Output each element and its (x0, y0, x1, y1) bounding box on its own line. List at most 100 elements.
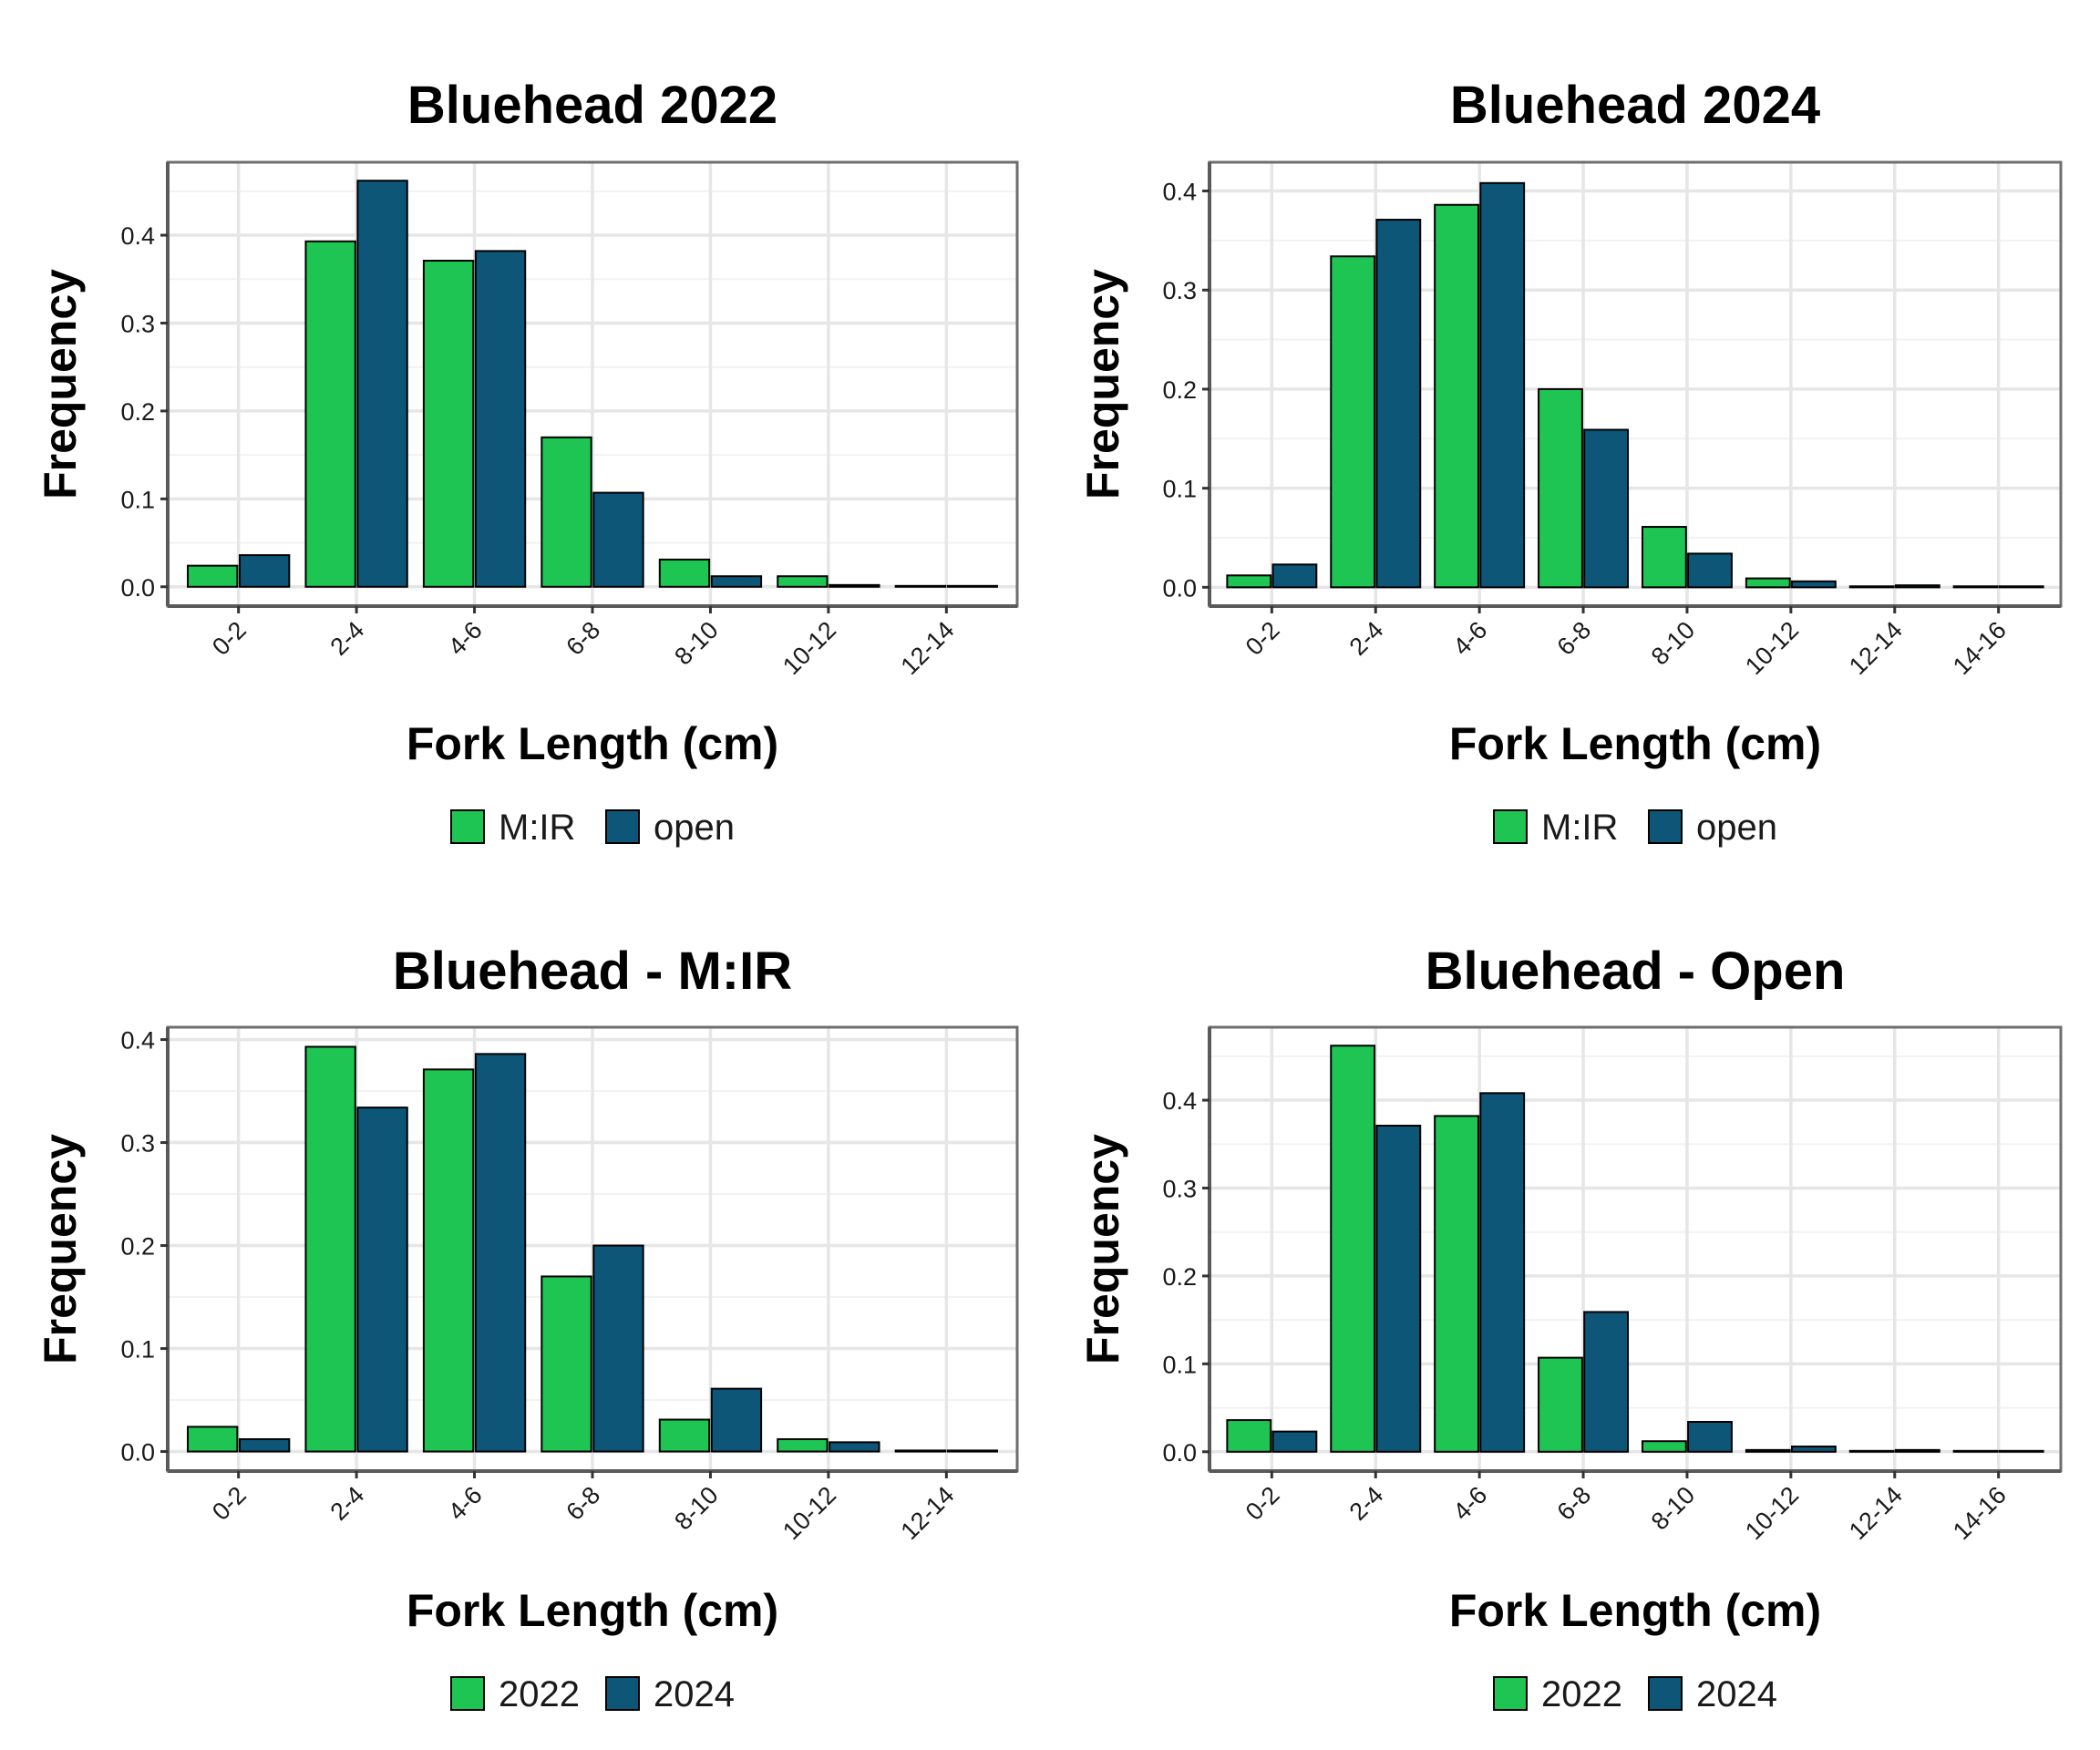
bar-2024-2-4 (356, 1107, 408, 1453)
bar-2022-12-14 (1848, 1449, 1895, 1453)
legend-label: 2024 (1696, 1674, 1777, 1714)
bar-open-14-16 (1998, 585, 2044, 589)
bar-2024-10-12 (829, 1441, 880, 1453)
x-tick-label: 10-12 (777, 1481, 841, 1545)
chart-title: Bluehead 2022 (407, 76, 777, 135)
y-tick-label: 0.2 (1162, 376, 1197, 404)
legend-label: 2022 (499, 1674, 580, 1714)
y-tick-label: 0.2 (120, 398, 155, 426)
bar-m-ir-4-6 (422, 260, 475, 588)
bar-2024-2-4 (1375, 1125, 1422, 1453)
bar-2024-6-8 (1583, 1311, 1630, 1453)
bar-open-10-12 (1790, 580, 1837, 589)
bar-open-0-2 (1271, 563, 1318, 589)
bar-2022-8-10 (1641, 1440, 1687, 1453)
bar-2024-8-10 (710, 1387, 763, 1453)
bar-2022-2-4 (304, 1045, 356, 1453)
y-axis-title: Frequency (1077, 269, 1128, 499)
y-tick-label: 0.0 (120, 574, 155, 602)
bar-m-ir-0-2 (187, 564, 239, 588)
x-tick-label: 2-4 (325, 616, 370, 661)
y-tick-label: 0.0 (120, 1439, 155, 1467)
bar-open-8-10 (710, 575, 763, 588)
x-axis-title: Fork Length (cm) (407, 718, 778, 769)
legend-key-2022 (1493, 1676, 1528, 1711)
y-tick-label: 0.1 (1162, 476, 1197, 503)
y-tick-label: 0.1 (120, 1336, 155, 1364)
y-tick-label: 0.2 (120, 1233, 155, 1261)
bar-2024-14-16 (1998, 1449, 2044, 1453)
bar-m-ir-4-6 (1434, 203, 1480, 589)
bar-2022-14-16 (1952, 1449, 1999, 1453)
chart-title: Bluehead 2024 (1450, 76, 1820, 135)
x-tick-label: 4-6 (1448, 1481, 1493, 1526)
y-tick-label: 0.4 (120, 1027, 155, 1055)
x-tick-label: 10-12 (1740, 616, 1804, 680)
bar-open-8-10 (1687, 552, 1733, 589)
x-tick-label: 2-4 (325, 1481, 370, 1526)
bar-2022-10-12 (1745, 1448, 1791, 1453)
x-tick-label: 8-10 (1646, 616, 1700, 670)
x-tick-label: 0-2 (207, 616, 252, 661)
bar-2024-10-12 (1790, 1445, 1837, 1453)
bar-2022-10-12 (777, 1437, 829, 1453)
y-axis-title: Frequency (35, 269, 86, 499)
legend-key-m-ir (1493, 809, 1528, 844)
y-tick-label: 0.4 (120, 222, 155, 250)
legend-key-open (605, 809, 640, 844)
bar-2024-8-10 (1687, 1420, 1733, 1453)
y-tick-label: 0.0 (1162, 574, 1197, 602)
bar-2022-6-8 (1538, 1356, 1583, 1453)
x-tick-label: 6-8 (1551, 616, 1596, 661)
x-tick-label: 14-16 (1948, 1481, 2012, 1545)
chart-panel-1: 0.0 0.1 0.2 0.3 0.4 0-2 2-4 4-6 6-8 8-10 10-12 12-1… (35, 76, 1019, 848)
chart-title: Bluehead - M:IR (393, 942, 792, 1001)
y-axis-title: Frequency (35, 1134, 86, 1364)
x-tick-label: 14-16 (1948, 616, 2012, 680)
x-tick-label: 4-6 (443, 616, 488, 661)
y-axis-title: Frequency (1077, 1134, 1128, 1364)
chart-panel-3: 0.0 0.1 0.2 0.3 0.4 0-2 2-4 4-6 6-8 8-10 10-12 12-1… (35, 942, 1019, 1714)
x-tick-label: 4-6 (1448, 616, 1493, 661)
legend-label: M:IR (499, 808, 575, 848)
x-tick-label: 6-8 (561, 616, 605, 661)
x-tick-label: 0-2 (207, 1481, 252, 1526)
y-tick-label: 0.3 (120, 1130, 155, 1158)
bar-m-ir-12-14 (894, 584, 947, 588)
bar-m-ir-2-4 (304, 240, 356, 588)
y-tick-label: 0.1 (1162, 1351, 1197, 1378)
bar-m-ir-8-10 (658, 558, 711, 588)
legend-key-2024 (605, 1676, 640, 1711)
legend: M:IR open (1493, 808, 1777, 848)
bar-2022-8-10 (658, 1418, 711, 1453)
bar-2024-4-6 (474, 1053, 527, 1453)
bar-2022-12-14 (894, 1449, 947, 1453)
bar-m-ir-2-4 (1330, 255, 1376, 589)
chart-panel-4: 0.0 0.1 0.2 0.3 0.4 0-2 2-4 4-6 6-8 8-10 10-12 12-1… (1077, 942, 2063, 1714)
y-tick-label: 0.4 (1162, 1087, 1197, 1115)
x-tick-label: 12-14 (1844, 616, 1908, 680)
x-tick-label: 6-8 (1551, 1481, 1596, 1526)
legend-label: 2024 (654, 1674, 735, 1714)
bar-m-ir-6-8 (540, 436, 592, 588)
x-tick-label: 6-8 (561, 1481, 605, 1526)
bar-2024-0-2 (238, 1437, 291, 1453)
bar-2022-4-6 (1434, 1115, 1480, 1453)
x-tick-label: 8-10 (669, 616, 723, 670)
x-axis-title: Fork Length (cm) (407, 1585, 778, 1636)
legend-label: open (1696, 808, 1777, 848)
bar-m-ir-6-8 (1538, 387, 1583, 589)
legend-label: M:IR (1541, 808, 1618, 848)
y-tick-label: 0.4 (1162, 179, 1197, 206)
bar-open-6-8 (592, 491, 644, 588)
bar-open-10-12 (829, 583, 880, 588)
bar-2024-0-2 (1271, 1430, 1318, 1453)
x-tick-label: 10-12 (777, 616, 841, 680)
bar-open-4-6 (474, 250, 527, 588)
bar-m-ir-10-12 (777, 575, 829, 588)
x-tick-label: 0-2 (1240, 1481, 1285, 1526)
bar-m-ir-0-2 (1226, 574, 1272, 589)
legend-key-2022 (450, 1676, 485, 1711)
x-tick-label: 8-10 (669, 1481, 723, 1535)
